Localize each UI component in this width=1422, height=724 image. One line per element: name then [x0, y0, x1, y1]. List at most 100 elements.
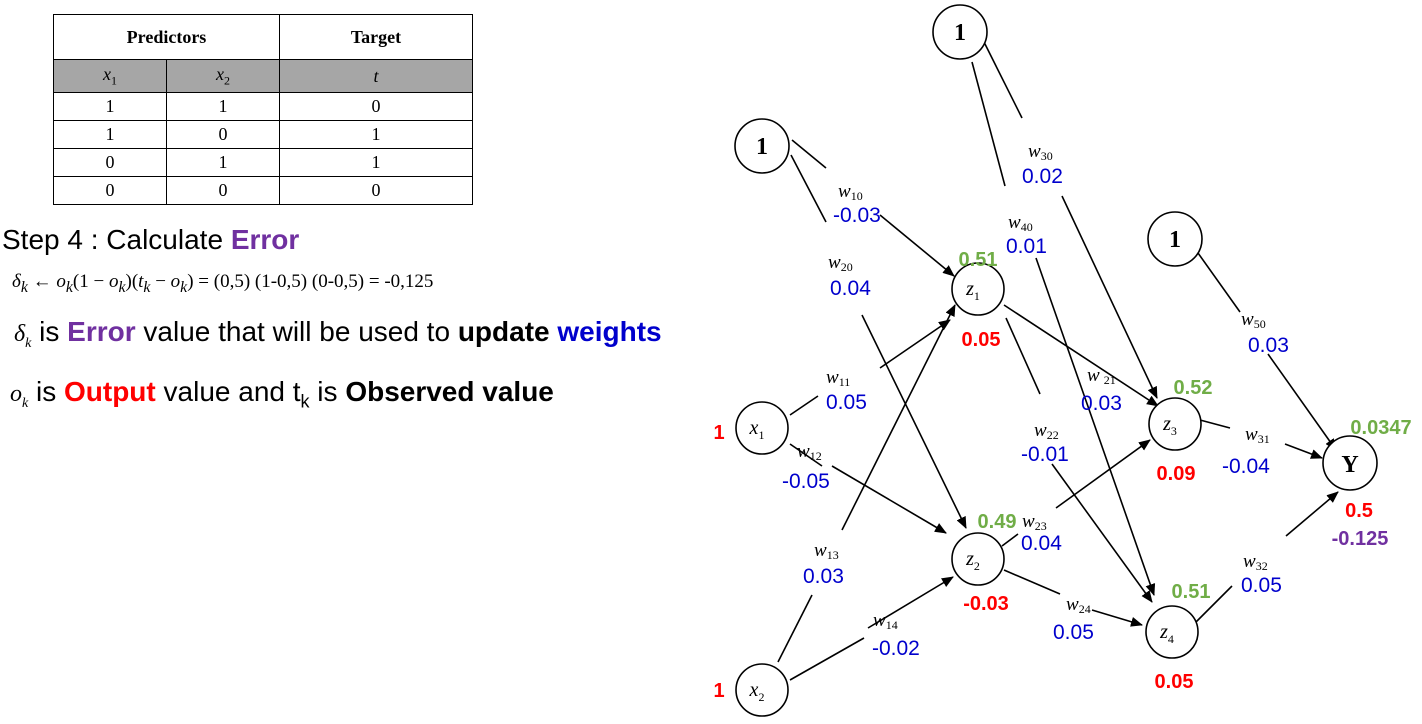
weight-w50: w50 0.03: [1241, 309, 1289, 357]
table-row: 0 1 1: [53, 148, 473, 177]
hidden-node-z1: [951, 262, 1005, 316]
bias-label: 1: [756, 134, 768, 160]
output-node-y: [1322, 435, 1378, 491]
weight-value: -0.05: [782, 470, 830, 493]
col-x2-header: x2: [166, 59, 280, 93]
hidden-node-z3: [1148, 397, 1202, 451]
x1-label: x1: [749, 417, 765, 442]
z4-label: z4: [1159, 621, 1174, 646]
weight-w12: w12 -0.05: [782, 441, 830, 493]
weight-symbol: w13: [814, 540, 839, 562]
connection-line: [831, 465, 947, 534]
weight-value: 0.01: [1006, 235, 1047, 258]
weight-symbol: w 21: [1087, 365, 1116, 387]
connection-line: [879, 319, 951, 369]
connection-line: [1001, 533, 1019, 547]
connections: [777, 41, 1339, 681]
weight-value: 0.03: [1248, 334, 1289, 357]
weight-w10: w10 -0.03: [833, 181, 881, 227]
weight-value: 0.04: [1021, 532, 1062, 555]
connection-line: [1284, 443, 1323, 459]
hidden-node-z4: [1145, 605, 1199, 659]
weight-symbol: w31: [1245, 424, 1270, 446]
weight-w24: w24 0.05: [1053, 594, 1094, 644]
weight-w23: w23 0.04: [1021, 511, 1062, 555]
training-data-table: Predictors Target x1 x2 t 1 1 0 1 0 1 0 …: [53, 14, 473, 205]
bias-node-top: [932, 4, 988, 60]
z4-net-input: 0.51: [1172, 581, 1211, 603]
weight-w20: w20 0.04: [828, 252, 871, 300]
weight-symbol: w20: [828, 252, 853, 274]
weight-w40: w40 0.01: [1006, 212, 1047, 258]
weight-w13: w13 0.03: [803, 540, 844, 588]
connection-line: [867, 576, 954, 629]
connection-line: [1005, 317, 1041, 395]
step-title: Step 4 : Calculate Error: [2, 224, 299, 256]
table-cell: 1: [279, 148, 473, 177]
target-header: Target: [279, 14, 473, 60]
table-row: 1 1 0: [53, 92, 473, 121]
connection-line: [1051, 463, 1153, 603]
z2-label: z2: [965, 548, 980, 573]
connection-line: [861, 314, 967, 529]
z3-net-input: 0.52: [1174, 377, 1213, 399]
weight-value: 0.05: [826, 391, 867, 414]
z3-output: 0.09: [1157, 463, 1196, 485]
connection-line: [971, 61, 1006, 187]
weight-symbol: w23: [1022, 511, 1047, 533]
predictors-header: Predictors: [53, 14, 280, 60]
hidden-node-z2: [951, 532, 1005, 586]
error-explanation: δk is Error value that will be used to u…: [14, 316, 662, 351]
weight-value: 0.02: [1022, 165, 1063, 188]
table-cell: 1: [53, 92, 167, 121]
weight-value: 0.03: [803, 565, 844, 588]
y-output: 0.5: [1345, 500, 1373, 522]
table-cell: 0: [166, 176, 280, 205]
z4-output: 0.05: [1155, 671, 1194, 693]
step-highlight: Error: [230, 224, 300, 255]
connection-line: [1285, 491, 1339, 537]
z1-label: z1: [965, 278, 980, 303]
weight-symbol: w11: [826, 367, 850, 389]
bias-node-right: [1147, 211, 1203, 267]
o-symbol: ok: [10, 381, 29, 411]
connection-line: [1003, 569, 1061, 595]
y-label: Y: [1341, 452, 1358, 478]
connection-line: [789, 637, 865, 681]
weight-value: 0.03: [1081, 392, 1122, 415]
weight-symbol: w12: [797, 441, 822, 463]
connection-line: [879, 214, 955, 277]
connection-line: [777, 594, 813, 663]
connection-line: [1199, 419, 1231, 429]
output-explanation: ok is Output value and tk is Observed va…: [10, 376, 554, 412]
connection-line: [1061, 195, 1158, 399]
table-row: 0 0 0: [53, 176, 473, 205]
weight-w22: w22 -0.01: [1021, 420, 1069, 466]
z1-net-input: 0.51: [959, 249, 998, 271]
weight-value: 0.04: [830, 277, 871, 300]
weight-symbol: w24: [1066, 594, 1091, 616]
weight-w21: w 21 0.03: [1081, 365, 1122, 415]
weight-symbol: w22: [1034, 420, 1059, 442]
connection-line: [791, 139, 827, 169]
weight-symbol: w40: [1008, 212, 1033, 234]
z1-output: 0.05: [962, 329, 1001, 351]
y-net-input: 0.0347: [1350, 417, 1411, 439]
delta-formula: δk ← ok(1 − ok)(tk − ok) = (0,5) (1-0,5)…: [12, 271, 434, 296]
delta-symbol: δk: [14, 321, 32, 351]
weight-w31: w31 -0.04: [1222, 424, 1270, 478]
connection-line: [1091, 609, 1143, 627]
x2-value: 1: [713, 680, 724, 702]
connection-line: [1195, 585, 1233, 623]
connection-line: [1035, 257, 1156, 596]
weight-value: 0.05: [1241, 574, 1282, 597]
weight-symbol: w50: [1241, 309, 1266, 331]
formula-calculation: = (0,5) (1-0,5) (0-0,5) = -0,125: [193, 271, 434, 292]
weight-value: 0.05: [1053, 621, 1094, 644]
table-cell: 1: [279, 120, 473, 149]
weight-symbol: w30: [1028, 141, 1053, 163]
connection-line: [1003, 304, 1159, 407]
step-prefix: Step 4 : Calculate: [2, 224, 231, 255]
weight-value: -0.03: [833, 204, 881, 227]
